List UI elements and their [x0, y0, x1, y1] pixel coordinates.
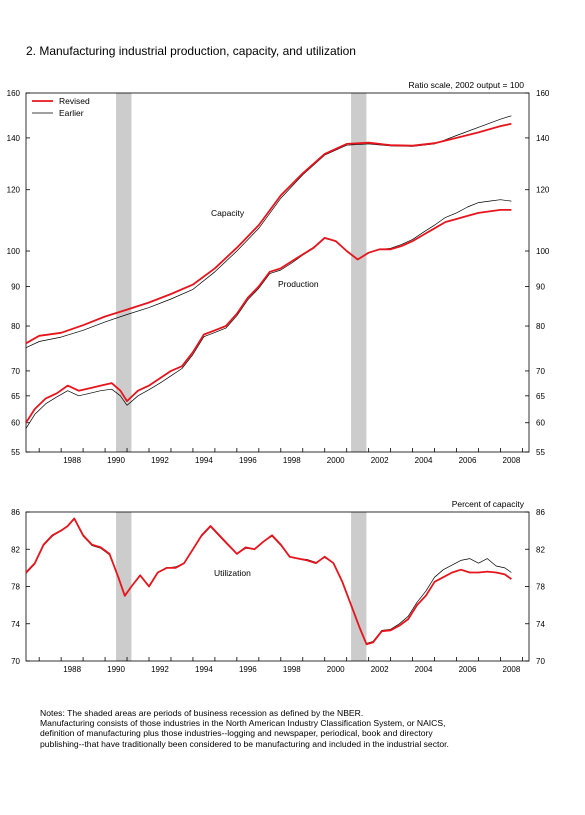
y-tick-label-right: 160 — [536, 89, 550, 98]
x-tick-label: 2008 — [503, 456, 521, 465]
y-tick-label-left: 70 — [11, 657, 20, 666]
y-tick-label-right: 78 — [536, 583, 545, 592]
x-tick-label: 2008 — [503, 665, 521, 674]
y-tick-label-right: 80 — [536, 322, 545, 331]
y-tick-label-left: 90 — [11, 282, 20, 291]
utilization-revised-line — [25, 517, 512, 646]
legend-label-revised: Revised — [59, 96, 90, 106]
note-line-naics: Manufacturing consists of those industri… — [40, 718, 446, 729]
y-tick-label-left: 100 — [7, 247, 21, 256]
note-line-definition: definition of manufacturing plus those i… — [40, 728, 433, 739]
recession-bar — [116, 512, 132, 661]
y-tick-label-left: 70 — [11, 367, 20, 376]
x-tick-label: 1988 — [63, 456, 81, 465]
x-tick-label: 2004 — [415, 456, 433, 465]
x-tick-label: 1990 — [107, 665, 125, 674]
production-capacity-panel: 55 55 60 60 65 65 70 70 80 80 90 90 100 100 120 120 140 1… — [7, 80, 550, 465]
annotation-production: Production — [278, 279, 319, 289]
scale-note: Ratio scale, 2002 output = 100 — [408, 80, 524, 90]
x-tick-label: 1998 — [283, 456, 301, 465]
y-tick-label-right: 100 — [536, 247, 550, 256]
y-tick-label-left: 160 — [7, 89, 21, 98]
figure-title: 2. Manufacturing industrial production, … — [26, 44, 356, 58]
recession-bar — [351, 512, 367, 661]
x-tick-label: 1996 — [239, 456, 257, 465]
annotation-capacity: Capacity — [211, 208, 245, 218]
x-tick-label: 1998 — [283, 665, 301, 674]
y-tick-label-right: 74 — [536, 620, 545, 629]
y-tick-label-right: 90 — [536, 282, 545, 291]
note-line-recession: Notes: The shaded areas are periods of b… — [40, 708, 364, 718]
y-tick-label-right: 55 — [536, 448, 545, 457]
y-tick-label-left: 120 — [7, 186, 21, 195]
y-tick-label-right: 120 — [536, 186, 550, 195]
x-tick-label: 2004 — [415, 665, 433, 674]
x-tick-label: 1996 — [239, 665, 257, 674]
recession-bar — [351, 93, 367, 452]
x-tick-label: 2002 — [371, 456, 389, 465]
y-tick-label-left: 60 — [11, 419, 20, 428]
x-tick-label: 1992 — [151, 456, 169, 465]
x-tick-label: 1992 — [151, 665, 169, 674]
x-tick-label: 1990 — [107, 456, 125, 465]
legend-label-earlier: Earlier — [59, 108, 84, 118]
utilization-panel: 70 70 74 74 78 78 82 82 86 86 1988 1990 1992 1994 1996… — [11, 499, 545, 674]
y-tick-label-left: 80 — [11, 322, 20, 331]
x-tick-label: 2006 — [459, 665, 477, 674]
capacity-earlier-line — [25, 115, 512, 349]
y-tick-label-left: 140 — [7, 134, 21, 143]
x-tick-label: 1988 — [63, 665, 81, 674]
y-tick-label-left: 78 — [11, 583, 20, 592]
recession-bar — [116, 93, 132, 452]
y-tick-label-right: 70 — [536, 367, 545, 376]
production-earlier-line — [25, 199, 512, 429]
y-tick-label-left: 74 — [11, 620, 20, 629]
note-line-publishing: publishing--that have traditionally been… — [40, 738, 449, 749]
capacity-revised-line — [25, 122, 512, 345]
y-tick-label-right: 140 — [536, 134, 550, 143]
y-tick-label-left: 82 — [11, 545, 20, 554]
x-tick-label: 1994 — [195, 456, 213, 465]
notes: Notes: The shaded areas are periods of b… — [40, 708, 510, 749]
plot-frame — [25, 92, 530, 453]
y-tick-label-left: 55 — [11, 448, 20, 457]
x-tick-label: 2002 — [371, 665, 389, 674]
x-tick-label: 2006 — [459, 456, 477, 465]
y-tick-label-right: 60 — [536, 419, 545, 428]
y-tick-label-right: 86 — [536, 508, 545, 517]
plot-frame — [25, 511, 530, 662]
y-tick-label-left: 86 — [11, 508, 20, 517]
x-tick-label: 2000 — [327, 456, 345, 465]
annotation-utilization: Utilization — [214, 568, 251, 578]
x-tick-label: 2000 — [327, 665, 345, 674]
y-tick-label-right: 70 — [536, 657, 545, 666]
y-tick-label-right: 65 — [536, 392, 545, 401]
scale-note: Percent of capacity — [452, 499, 525, 509]
x-tick-label: 1994 — [195, 665, 213, 674]
production-revised-line — [25, 208, 512, 424]
y-tick-label-right: 82 — [536, 545, 545, 554]
y-tick-label-left: 65 — [11, 392, 20, 401]
